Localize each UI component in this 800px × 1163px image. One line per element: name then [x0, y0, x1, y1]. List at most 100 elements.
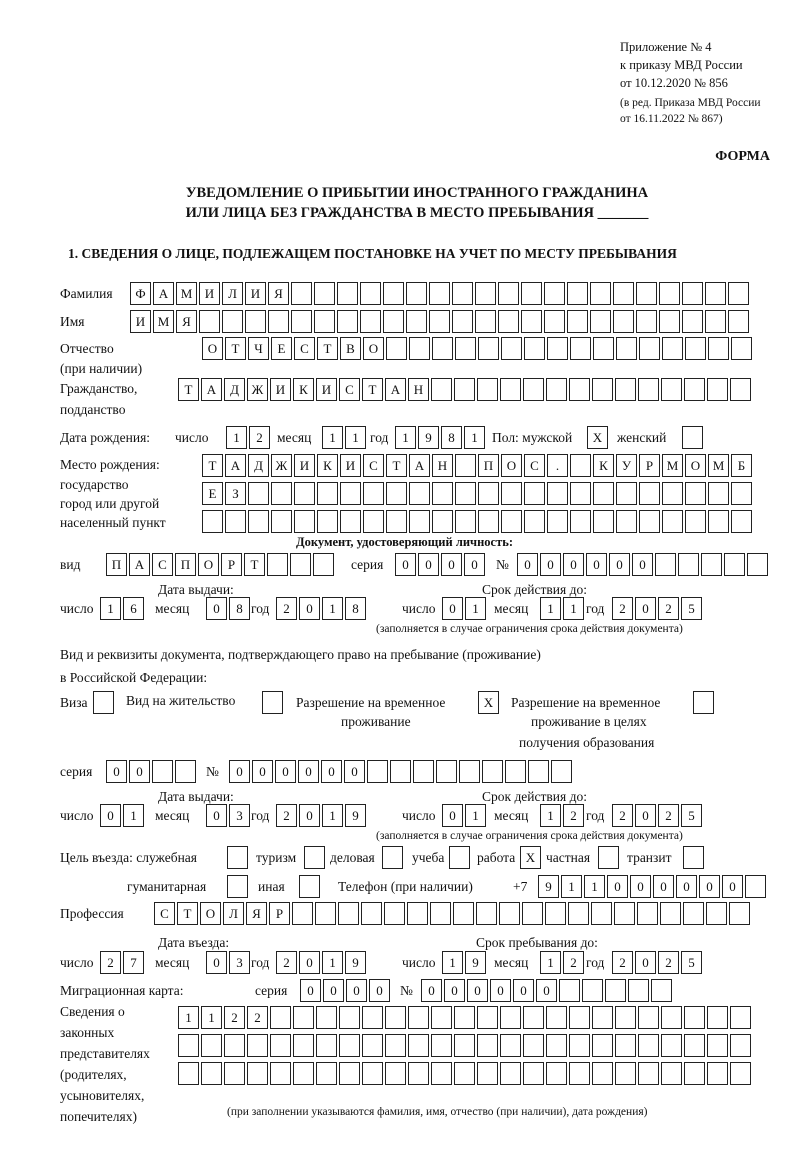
char-cell[interactable]	[436, 760, 457, 783]
char-cell[interactable]	[592, 1034, 613, 1057]
char-cell[interactable]	[362, 1034, 383, 1057]
char-cell[interactable]	[591, 902, 612, 925]
char-cell[interactable]	[304, 846, 325, 869]
char-cell[interactable]	[730, 378, 751, 401]
char-cell[interactable]: 0	[517, 553, 538, 576]
char-cell[interactable]: П	[106, 553, 127, 576]
char-cell[interactable]: 2	[276, 597, 297, 620]
char-cell[interactable]: 7	[123, 951, 144, 974]
char-cell[interactable]	[316, 1006, 337, 1029]
char-cell[interactable]: Л	[222, 282, 243, 305]
char-cell[interactable]: С	[363, 454, 384, 477]
char-cell[interactable]	[270, 1006, 291, 1029]
char-cell[interactable]: 0	[630, 875, 651, 898]
char-cell[interactable]: 1	[123, 804, 144, 827]
char-cell[interactable]	[705, 310, 726, 333]
char-cell[interactable]	[299, 875, 320, 898]
char-cell[interactable]	[477, 1062, 498, 1085]
char-cell[interactable]	[730, 1034, 751, 1057]
char-cell[interactable]	[546, 1006, 567, 1029]
char-cell[interactable]	[429, 282, 450, 305]
char-cell[interactable]	[340, 482, 361, 505]
char-cell[interactable]	[268, 310, 289, 333]
char-cell[interactable]: К	[317, 454, 338, 477]
char-cell[interactable]	[431, 378, 452, 401]
char-cell[interactable]	[662, 337, 683, 360]
char-cell[interactable]	[545, 902, 566, 925]
char-cell[interactable]: 0	[323, 979, 344, 1002]
char-cell[interactable]	[655, 553, 676, 576]
char-cell[interactable]: 0	[299, 597, 320, 620]
char-cell[interactable]	[224, 1034, 245, 1057]
char-cell[interactable]: 2	[276, 951, 297, 974]
char-cell[interactable]	[270, 1062, 291, 1085]
char-cell[interactable]: 0	[206, 804, 227, 827]
char-cell[interactable]: И	[340, 454, 361, 477]
char-cell[interactable]	[731, 510, 752, 533]
char-cell[interactable]	[590, 282, 611, 305]
char-cell[interactable]	[682, 282, 703, 305]
char-cell[interactable]: В	[340, 337, 361, 360]
char-cell[interactable]	[544, 310, 565, 333]
char-cell[interactable]	[224, 1062, 245, 1085]
char-cell[interactable]	[360, 310, 381, 333]
char-cell[interactable]	[317, 482, 338, 505]
char-cell[interactable]	[639, 337, 660, 360]
char-cell[interactable]: 1	[345, 426, 366, 449]
char-cell[interactable]	[454, 1006, 475, 1029]
char-cell[interactable]: У	[616, 454, 637, 477]
char-cell[interactable]	[431, 1062, 452, 1085]
char-cell[interactable]: О	[501, 454, 522, 477]
char-cell[interactable]	[455, 482, 476, 505]
char-cell[interactable]	[616, 482, 637, 505]
char-cell[interactable]	[661, 1034, 682, 1057]
char-cell[interactable]	[454, 378, 475, 401]
char-cell[interactable]: И	[294, 454, 315, 477]
char-cell[interactable]: 0	[536, 979, 557, 1002]
char-cell[interactable]	[386, 482, 407, 505]
char-cell[interactable]	[385, 1062, 406, 1085]
char-cell[interactable]: Е	[202, 482, 223, 505]
char-cell[interactable]	[724, 553, 745, 576]
char-cell[interactable]: 0	[441, 553, 462, 576]
char-cell[interactable]	[590, 310, 611, 333]
char-cell[interactable]	[728, 282, 749, 305]
char-cell[interactable]	[524, 482, 545, 505]
char-cell[interactable]	[521, 282, 542, 305]
residence-checkbox[interactable]	[262, 691, 283, 714]
char-cell[interactable]	[413, 760, 434, 783]
char-cell[interactable]	[271, 510, 292, 533]
char-cell[interactable]	[202, 510, 223, 533]
char-cell[interactable]	[227, 846, 248, 869]
char-cell[interactable]	[290, 553, 311, 576]
char-cell[interactable]: 6	[123, 597, 144, 620]
char-cell[interactable]: 1	[540, 804, 561, 827]
char-cell[interactable]: X	[520, 846, 541, 869]
char-cell[interactable]	[386, 337, 407, 360]
char-cell[interactable]: Ф	[130, 282, 151, 305]
char-cell[interactable]	[707, 1006, 728, 1029]
char-cell[interactable]: 1	[322, 804, 343, 827]
char-cell[interactable]: О	[200, 902, 221, 925]
char-cell[interactable]: 0	[444, 979, 465, 1002]
char-cell[interactable]	[408, 1062, 429, 1085]
char-cell[interactable]	[360, 282, 381, 305]
char-cell[interactable]	[338, 902, 359, 925]
char-cell[interactable]: И	[270, 378, 291, 401]
char-cell[interactable]: 2	[612, 597, 633, 620]
char-cell[interactable]	[567, 282, 588, 305]
char-cell[interactable]: 1	[178, 1006, 199, 1029]
char-cell[interactable]	[615, 378, 636, 401]
char-cell[interactable]	[505, 760, 526, 783]
char-cell[interactable]: Т	[177, 902, 198, 925]
